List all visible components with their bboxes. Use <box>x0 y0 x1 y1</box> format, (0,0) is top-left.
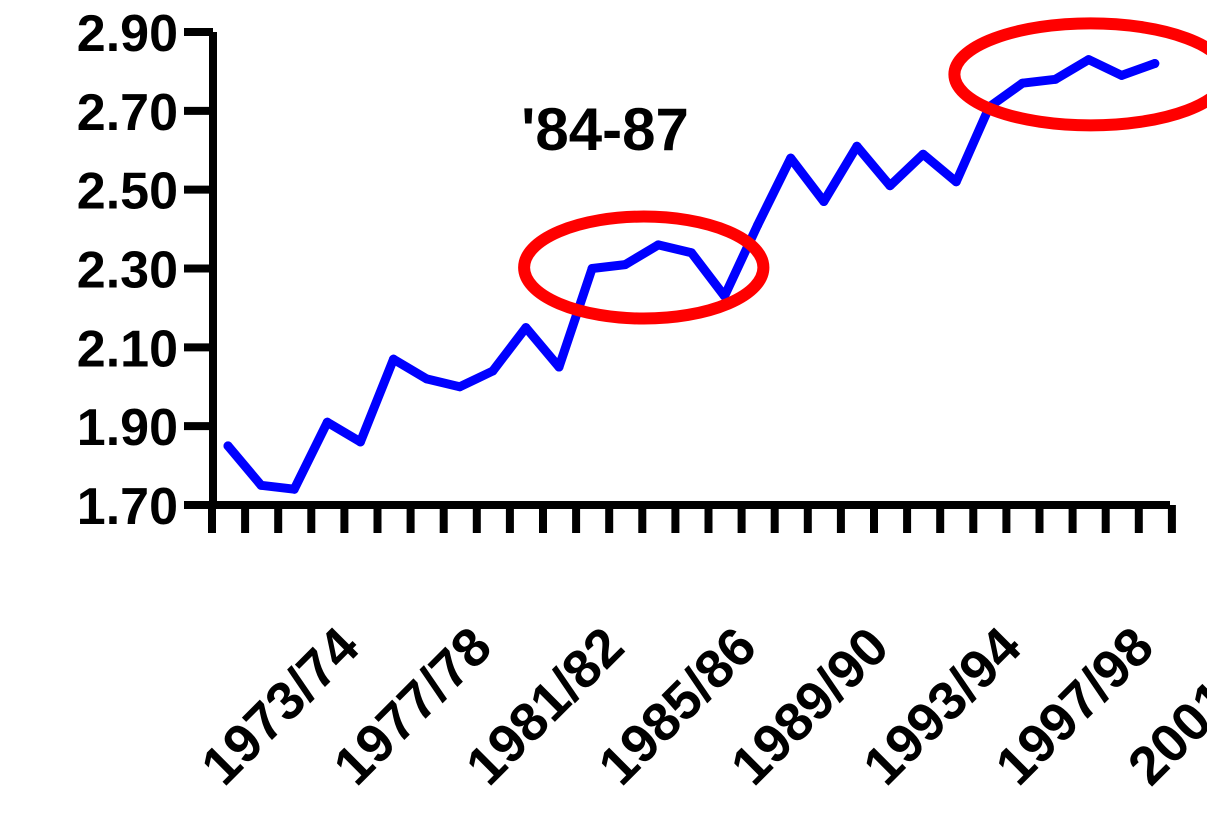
data-point <box>322 417 332 427</box>
data-point <box>653 240 663 250</box>
data-point <box>554 362 564 372</box>
data-point <box>686 248 696 258</box>
data-point <box>389 354 398 364</box>
y-tick-label: 2.70 <box>77 84 178 142</box>
y-tick-label: 2.30 <box>77 242 178 300</box>
data-point <box>587 264 597 273</box>
y-axis-ticks: 2.90 2.70 2.50 2.30 2.10 1.90 1.70 <box>77 5 213 536</box>
data-point <box>1150 59 1160 69</box>
y-tick-label: 1.90 <box>77 399 178 457</box>
data-point <box>1017 78 1027 88</box>
data-point <box>753 220 763 230</box>
highlight-ellipse <box>948 17 1207 132</box>
y-tick-label: 1.70 <box>77 478 178 536</box>
data-point <box>819 196 829 206</box>
data-point <box>256 480 266 490</box>
y-tick-label: 2.90 <box>77 5 178 63</box>
x-axis-ticks: 1973/741977/781981/821985/861989/901993/… <box>190 505 1207 796</box>
annotation-label: '84-87 <box>521 96 689 163</box>
data-point <box>852 141 862 151</box>
data-point <box>223 441 233 451</box>
data-point <box>918 149 928 159</box>
data-point <box>885 181 895 191</box>
highlight-ellipse <box>518 210 770 325</box>
data-point <box>1084 55 1094 65</box>
data-point <box>620 260 630 270</box>
data-point <box>488 366 498 376</box>
data-point <box>1051 74 1060 84</box>
data-point <box>951 177 961 187</box>
highlight-layer <box>518 17 1207 325</box>
data-point <box>422 374 432 384</box>
data-point <box>521 323 531 333</box>
data-point <box>289 484 299 494</box>
data-point <box>786 153 796 163</box>
series-line <box>223 55 1160 494</box>
data-point <box>455 382 465 392</box>
data-point <box>355 437 365 447</box>
y-tick-label: 2.50 <box>77 163 178 221</box>
data-point <box>1117 70 1127 80</box>
y-tick-label: 2.10 <box>77 320 178 378</box>
